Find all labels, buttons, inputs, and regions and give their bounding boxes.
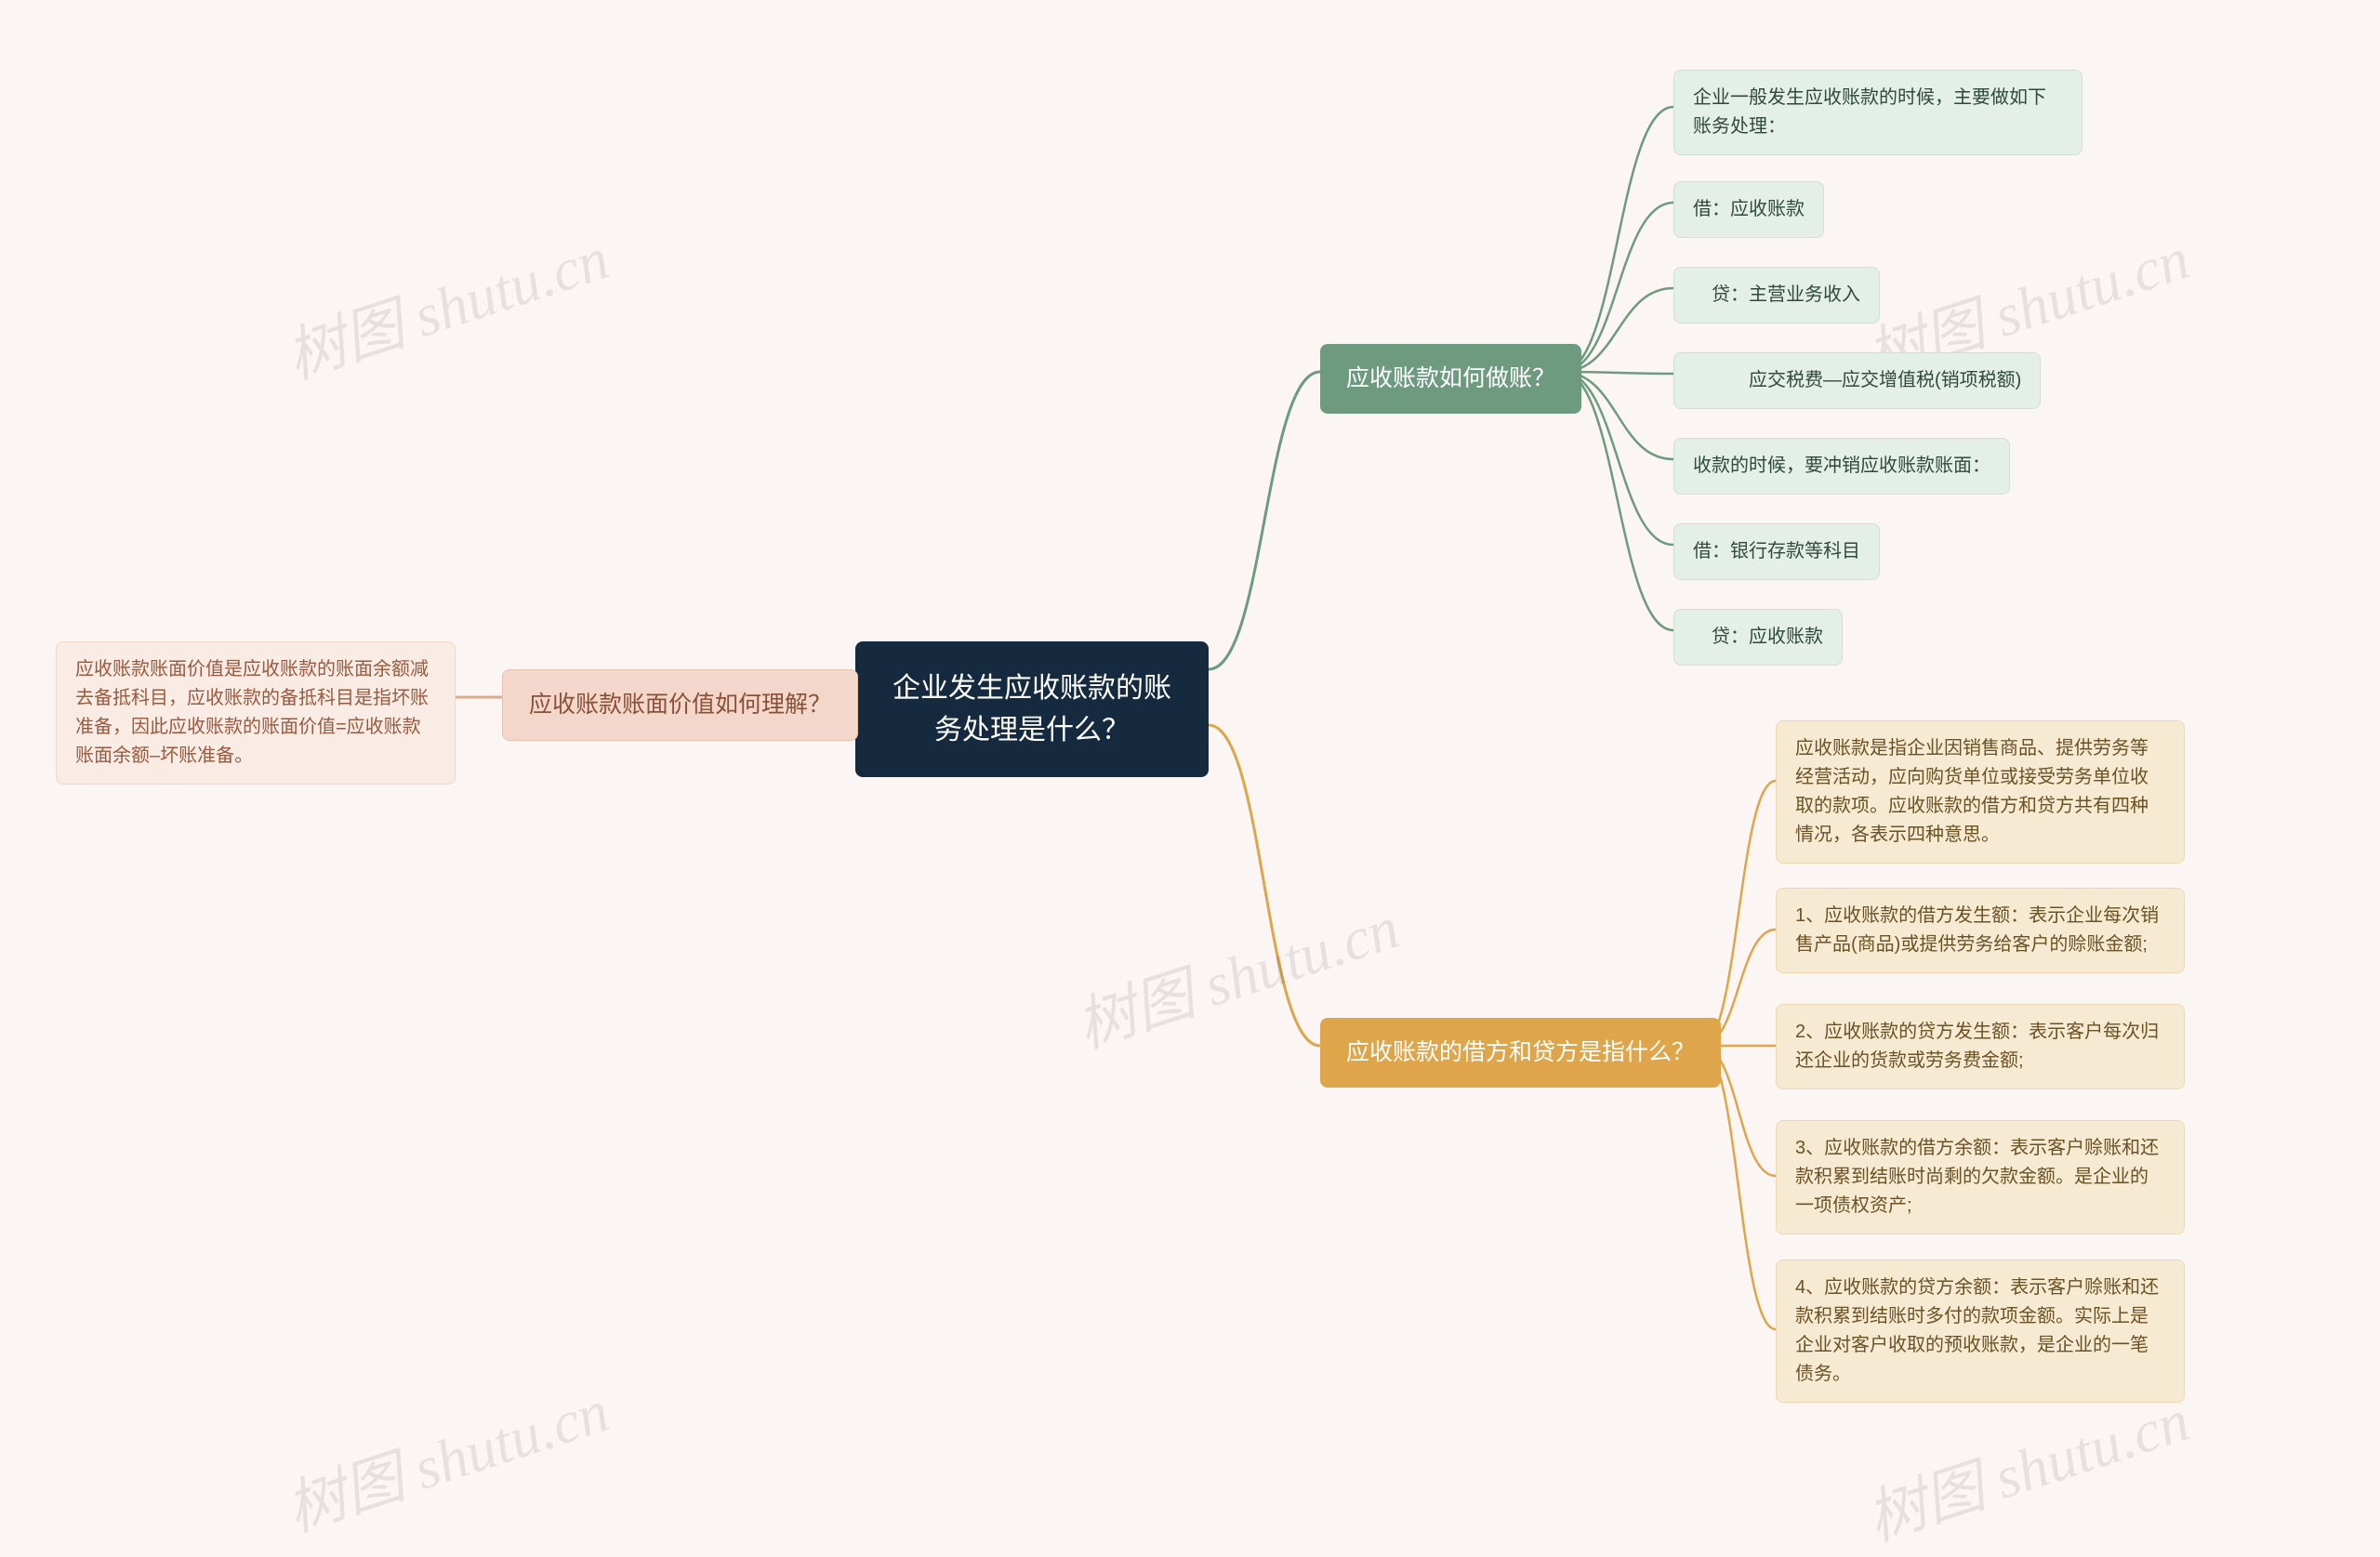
branch-gold-main[interactable]: 应收账款的借方和贷方是指什么？ <box>1320 1018 1721 1088</box>
gold-leaf-4[interactable]: 4、应收账款的贷方余额：表示客户赊账和还款积累到结账时多付的款项金额。实际上是企… <box>1776 1260 2185 1403</box>
gold-leaf-0[interactable]: 应收账款是指企业因销售商品、提供劳务等经营活动，应向购货单位或接受劳务单位收取的… <box>1776 720 2185 864</box>
green-leaf-6[interactable]: 贷：应收账款 <box>1673 609 1843 666</box>
green-leaf-5[interactable]: 借：银行存款等科目 <box>1673 523 1880 580</box>
coral-leaf-0[interactable]: 应收账款账面价值是应收账款的账面余额减去备抵科目，应收账款的备抵科目是指坏账准备… <box>56 641 456 785</box>
gold-leaf-2[interactable]: 2、应收账款的贷方发生额：表示客户每次归还企业的货款或劳务费金额; <box>1776 1004 2185 1089</box>
green-leaf-0[interactable]: 企业一般发生应收账款的时候，主要做如下账务处理： <box>1673 70 2082 155</box>
green-leaf-1[interactable]: 借：应收账款 <box>1673 181 1824 238</box>
gold-leaf-3[interactable]: 3、应收账款的借方余额：表示客户赊账和还款积累到结账时尚剩的欠款金额。是企业的一… <box>1776 1120 2185 1234</box>
watermark: 树图 shutu.cn <box>274 211 618 395</box>
branch-green-main[interactable]: 应收账款如何做账？ <box>1320 344 1581 414</box>
green-leaf-4[interactable]: 收款的时候，要冲销应收账款账面： <box>1673 438 2010 495</box>
green-leaf-3[interactable]: 应交税费—应交增值税(销项税额) <box>1673 352 2041 409</box>
gold-leaf-1[interactable]: 1、应收账款的借方发生额：表示企业每次销售产品(商品)或提供劳务给客户的赊账金额… <box>1776 888 2185 973</box>
center-node[interactable]: 企业发生应收账款的账务处理是什么？ <box>855 641 1209 777</box>
branch-coral-main[interactable]: 应收账款账面价值如何理解？ <box>502 669 858 741</box>
green-leaf-2[interactable]: 贷：主营业务收入 <box>1673 267 1880 323</box>
watermark: 树图 shutu.cn <box>274 1364 618 1548</box>
